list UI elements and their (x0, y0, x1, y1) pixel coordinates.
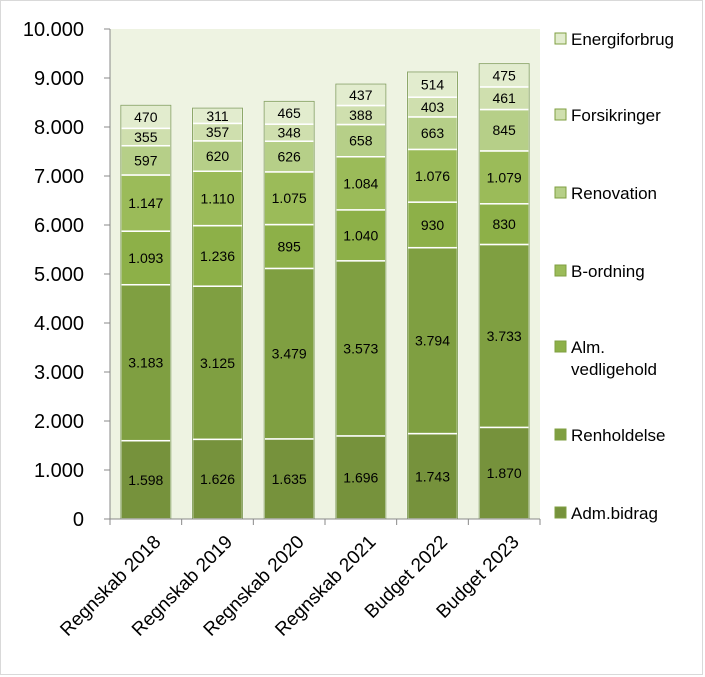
legend-label: Alm. (571, 338, 605, 357)
legend-label: B-ordning (571, 262, 645, 281)
data-label: 403 (421, 99, 445, 115)
data-label: 388 (349, 107, 373, 123)
data-label: 930 (421, 217, 445, 233)
data-label: 3.125 (200, 355, 235, 371)
data-label: 1.075 (272, 190, 307, 206)
data-label: 475 (492, 67, 516, 83)
legend-swatch (554, 108, 567, 121)
y-tick-label: 7.000 (34, 166, 84, 188)
legend-label: Renholdelse (571, 426, 666, 445)
data-label: 1.147 (128, 195, 163, 211)
legend: Energiforbrug Forsikringer Renovation B-ord… (554, 30, 674, 523)
legend-entry: B-ordning (554, 262, 645, 281)
legend-label: Energiforbrug (571, 30, 674, 49)
data-label: 355 (134, 129, 158, 145)
legend-swatch (554, 340, 567, 353)
data-label: 620 (206, 148, 230, 164)
bar-segment (120, 283, 172, 442)
bar-segment (263, 267, 315, 440)
bar-segment (478, 243, 530, 429)
y-tick-label: 9.000 (34, 68, 84, 90)
data-label: 1.696 (343, 469, 378, 485)
legend-entry: Alm. vedligehold (554, 338, 657, 379)
data-label: 1.635 (272, 471, 307, 487)
data-label: 1.084 (343, 175, 378, 191)
data-label: 437 (349, 87, 373, 103)
y-tick-label: 3.000 (34, 362, 84, 384)
data-label: 348 (277, 125, 301, 141)
legend-entry: Adm.bidrag (554, 504, 658, 523)
y-tick-label: 1.000 (34, 460, 84, 482)
data-label: 3.479 (272, 346, 307, 362)
y-tick-label: 2.000 (34, 411, 84, 433)
y-tick-label: 5.000 (34, 264, 84, 286)
legend-swatch (554, 264, 567, 277)
data-label: 465 (277, 105, 301, 121)
data-label: 658 (349, 133, 373, 149)
legend-entry: Renovation (554, 184, 657, 203)
bar-segment (335, 435, 387, 520)
bar-segment (478, 108, 530, 152)
data-label: 461 (492, 90, 516, 106)
data-label: 1.743 (415, 468, 450, 484)
legend-swatch (554, 428, 567, 441)
data-label: 1.598 (128, 472, 163, 488)
legend-label: Renovation (571, 184, 657, 203)
bars-layer (120, 62, 530, 520)
data-label: 357 (206, 124, 230, 140)
data-label: 597 (134, 152, 158, 168)
legend-label: Forsikringer (571, 106, 661, 125)
legend-label: vedligehold (571, 360, 657, 379)
data-label: 1.110 (201, 190, 235, 206)
data-label: 3.733 (487, 328, 522, 344)
data-label: 470 (134, 109, 158, 125)
y-tick-label: 4.000 (34, 313, 84, 335)
data-label: 1.093 (128, 250, 163, 266)
legend-swatch (554, 32, 567, 45)
y-tick-label: 0 (73, 509, 84, 531)
legend-entry: Renholdelse (554, 426, 666, 445)
data-label: 1.870 (487, 465, 522, 481)
data-label: 663 (421, 125, 445, 141)
data-label: 3.183 (128, 355, 163, 371)
data-label: 895 (277, 238, 301, 254)
bar-segment (263, 438, 315, 520)
y-tick-label: 6.000 (34, 215, 84, 237)
y-ticks-layer: 0 1.000 2.000 3.000 4.000 5.000 6.000 7.000 8.00… (23, 19, 110, 531)
data-label: 1.236 (200, 248, 235, 264)
data-label: 1.040 (343, 227, 378, 243)
legend-entry: Energiforbrug (554, 30, 674, 49)
data-label: 626 (277, 149, 301, 165)
legend-swatch (554, 506, 567, 519)
plot-area (110, 29, 540, 519)
data-label: 845 (492, 122, 516, 138)
data-label: 3.794 (415, 333, 450, 349)
legend-swatch (554, 186, 567, 199)
data-labels-layer: 1.598 3.183 1.093 1.147 597 355 470 1.626 3.125 1… (128, 67, 522, 488)
y-tick-label: 8.000 (34, 117, 84, 139)
data-label: 514 (421, 77, 445, 93)
data-label: 1.626 (200, 471, 235, 487)
data-label: 1.079 (487, 169, 522, 185)
data-label: 1.076 (415, 168, 450, 184)
data-label: 311 (206, 108, 229, 124)
legend-entry: Forsikringer (554, 106, 661, 125)
bar-segment (335, 209, 387, 262)
y-tick-label: 10.000 (23, 19, 84, 41)
data-label: 3.573 (343, 340, 378, 356)
data-label: 830 (492, 216, 516, 232)
legend-label: Adm.bidrag (571, 504, 658, 523)
